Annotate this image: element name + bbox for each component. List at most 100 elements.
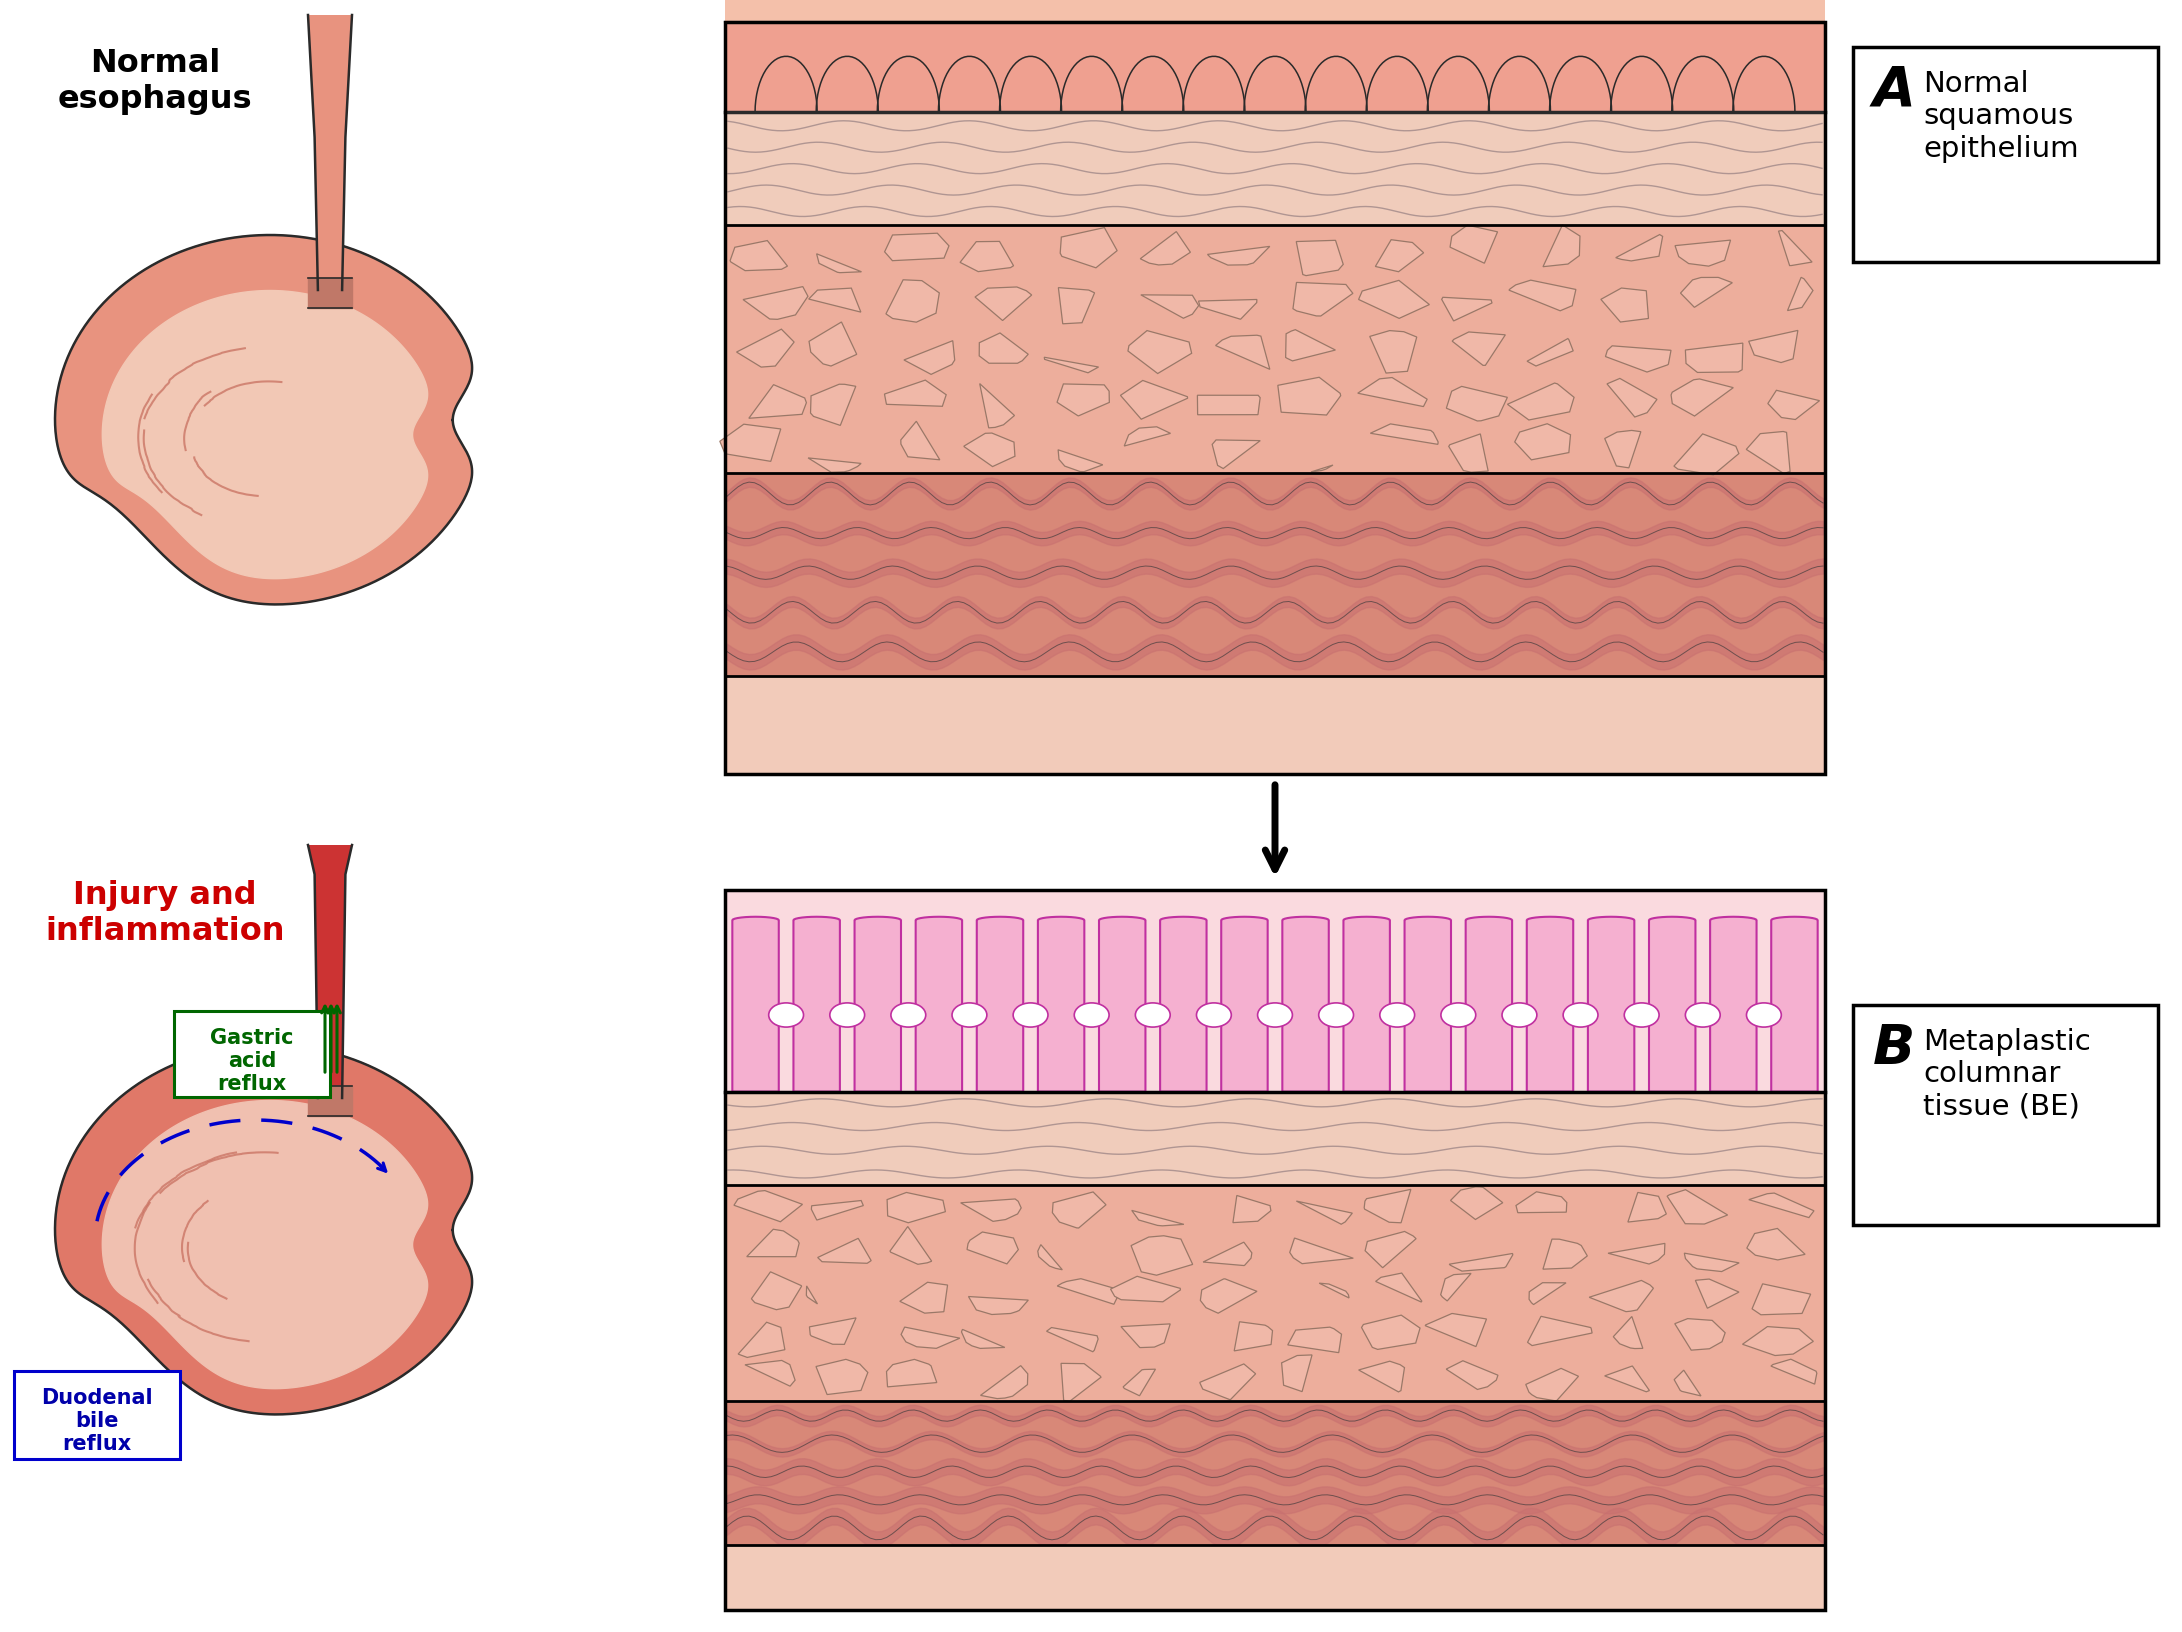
Polygon shape <box>738 1322 786 1358</box>
Polygon shape <box>1207 246 1270 264</box>
Bar <box>724 1402 1824 1546</box>
Polygon shape <box>1344 917 1390 1092</box>
Polygon shape <box>1543 225 1580 266</box>
Polygon shape <box>1161 917 1207 1092</box>
Polygon shape <box>1453 331 1506 366</box>
Polygon shape <box>1285 330 1335 361</box>
Ellipse shape <box>1196 1004 1231 1027</box>
FancyBboxPatch shape <box>13 1371 179 1459</box>
Polygon shape <box>1612 1317 1643 1348</box>
Polygon shape <box>1787 277 1813 310</box>
Polygon shape <box>980 333 1028 364</box>
Polygon shape <box>746 1229 799 1257</box>
Polygon shape <box>1449 434 1488 472</box>
Polygon shape <box>1608 1244 1665 1265</box>
Polygon shape <box>1602 287 1647 322</box>
Polygon shape <box>1058 287 1095 323</box>
Polygon shape <box>738 330 794 367</box>
Polygon shape <box>1674 434 1739 475</box>
Polygon shape <box>1449 1253 1512 1271</box>
Ellipse shape <box>1379 1004 1414 1027</box>
Polygon shape <box>1527 338 1573 366</box>
Ellipse shape <box>951 1004 986 1027</box>
Polygon shape <box>812 1201 864 1221</box>
Bar <box>724 21 1824 774</box>
Polygon shape <box>1680 277 1733 307</box>
Ellipse shape <box>1562 1004 1597 1027</box>
Polygon shape <box>1375 1273 1423 1302</box>
Polygon shape <box>1527 917 1573 1092</box>
Polygon shape <box>810 289 862 312</box>
Polygon shape <box>1058 450 1102 472</box>
Bar <box>724 676 1824 774</box>
Polygon shape <box>751 1271 801 1310</box>
Polygon shape <box>744 287 807 320</box>
Polygon shape <box>1514 424 1571 460</box>
Polygon shape <box>1357 377 1427 406</box>
Polygon shape <box>1039 917 1084 1092</box>
Polygon shape <box>1530 1283 1567 1304</box>
Polygon shape <box>733 1191 803 1222</box>
Polygon shape <box>899 1283 947 1314</box>
Polygon shape <box>890 1227 932 1265</box>
Polygon shape <box>816 253 862 273</box>
Polygon shape <box>1375 240 1423 271</box>
Polygon shape <box>744 1361 794 1386</box>
Polygon shape <box>1447 387 1508 421</box>
Ellipse shape <box>1746 1004 1781 1027</box>
Polygon shape <box>1778 230 1811 266</box>
Polygon shape <box>818 1239 871 1263</box>
FancyBboxPatch shape <box>175 1010 329 1097</box>
Text: Gastric
acid
reflux: Gastric acid reflux <box>209 1028 295 1095</box>
Polygon shape <box>903 341 956 374</box>
Ellipse shape <box>1318 1004 1353 1027</box>
Polygon shape <box>978 917 1023 1092</box>
Polygon shape <box>962 1330 1006 1348</box>
Polygon shape <box>1370 424 1438 444</box>
Polygon shape <box>1527 1317 1593 1345</box>
Polygon shape <box>1200 1279 1257 1314</box>
Polygon shape <box>1516 1191 1567 1213</box>
Polygon shape <box>1305 57 1368 113</box>
Polygon shape <box>1100 917 1146 1092</box>
Polygon shape <box>964 432 1015 467</box>
Polygon shape <box>1695 1279 1739 1309</box>
Text: Normal
esophagus: Normal esophagus <box>57 47 253 114</box>
Polygon shape <box>1235 1322 1272 1351</box>
Bar <box>724 225 1824 473</box>
Polygon shape <box>1039 1245 1063 1270</box>
Ellipse shape <box>1440 1004 1475 1027</box>
Ellipse shape <box>1012 1004 1047 1027</box>
Polygon shape <box>1676 1319 1726 1350</box>
Polygon shape <box>901 1327 960 1348</box>
Polygon shape <box>1060 57 1124 113</box>
Polygon shape <box>1366 1232 1416 1268</box>
Polygon shape <box>1628 1193 1667 1222</box>
Polygon shape <box>1215 335 1270 369</box>
FancyBboxPatch shape <box>1853 47 2158 263</box>
Polygon shape <box>884 380 947 406</box>
Polygon shape <box>1122 380 1187 419</box>
Polygon shape <box>810 384 855 426</box>
Bar <box>724 1185 1824 1402</box>
Ellipse shape <box>890 1004 925 1027</box>
Ellipse shape <box>1257 1004 1292 1027</box>
Polygon shape <box>1060 227 1117 268</box>
Polygon shape <box>1364 1190 1412 1222</box>
Polygon shape <box>1671 379 1733 416</box>
Polygon shape <box>1685 343 1743 372</box>
Bar <box>724 889 1824 1611</box>
Polygon shape <box>1650 917 1695 1092</box>
Polygon shape <box>1674 1371 1702 1395</box>
Polygon shape <box>938 57 1002 113</box>
Polygon shape <box>1752 1284 1811 1315</box>
Bar <box>724 0 1824 21</box>
Polygon shape <box>1525 1368 1578 1400</box>
Polygon shape <box>1610 57 1674 113</box>
Polygon shape <box>1222 917 1268 1092</box>
Polygon shape <box>1141 232 1191 264</box>
Polygon shape <box>1427 57 1490 113</box>
Polygon shape <box>1606 379 1656 418</box>
Bar <box>724 21 1824 113</box>
Polygon shape <box>810 1319 855 1345</box>
